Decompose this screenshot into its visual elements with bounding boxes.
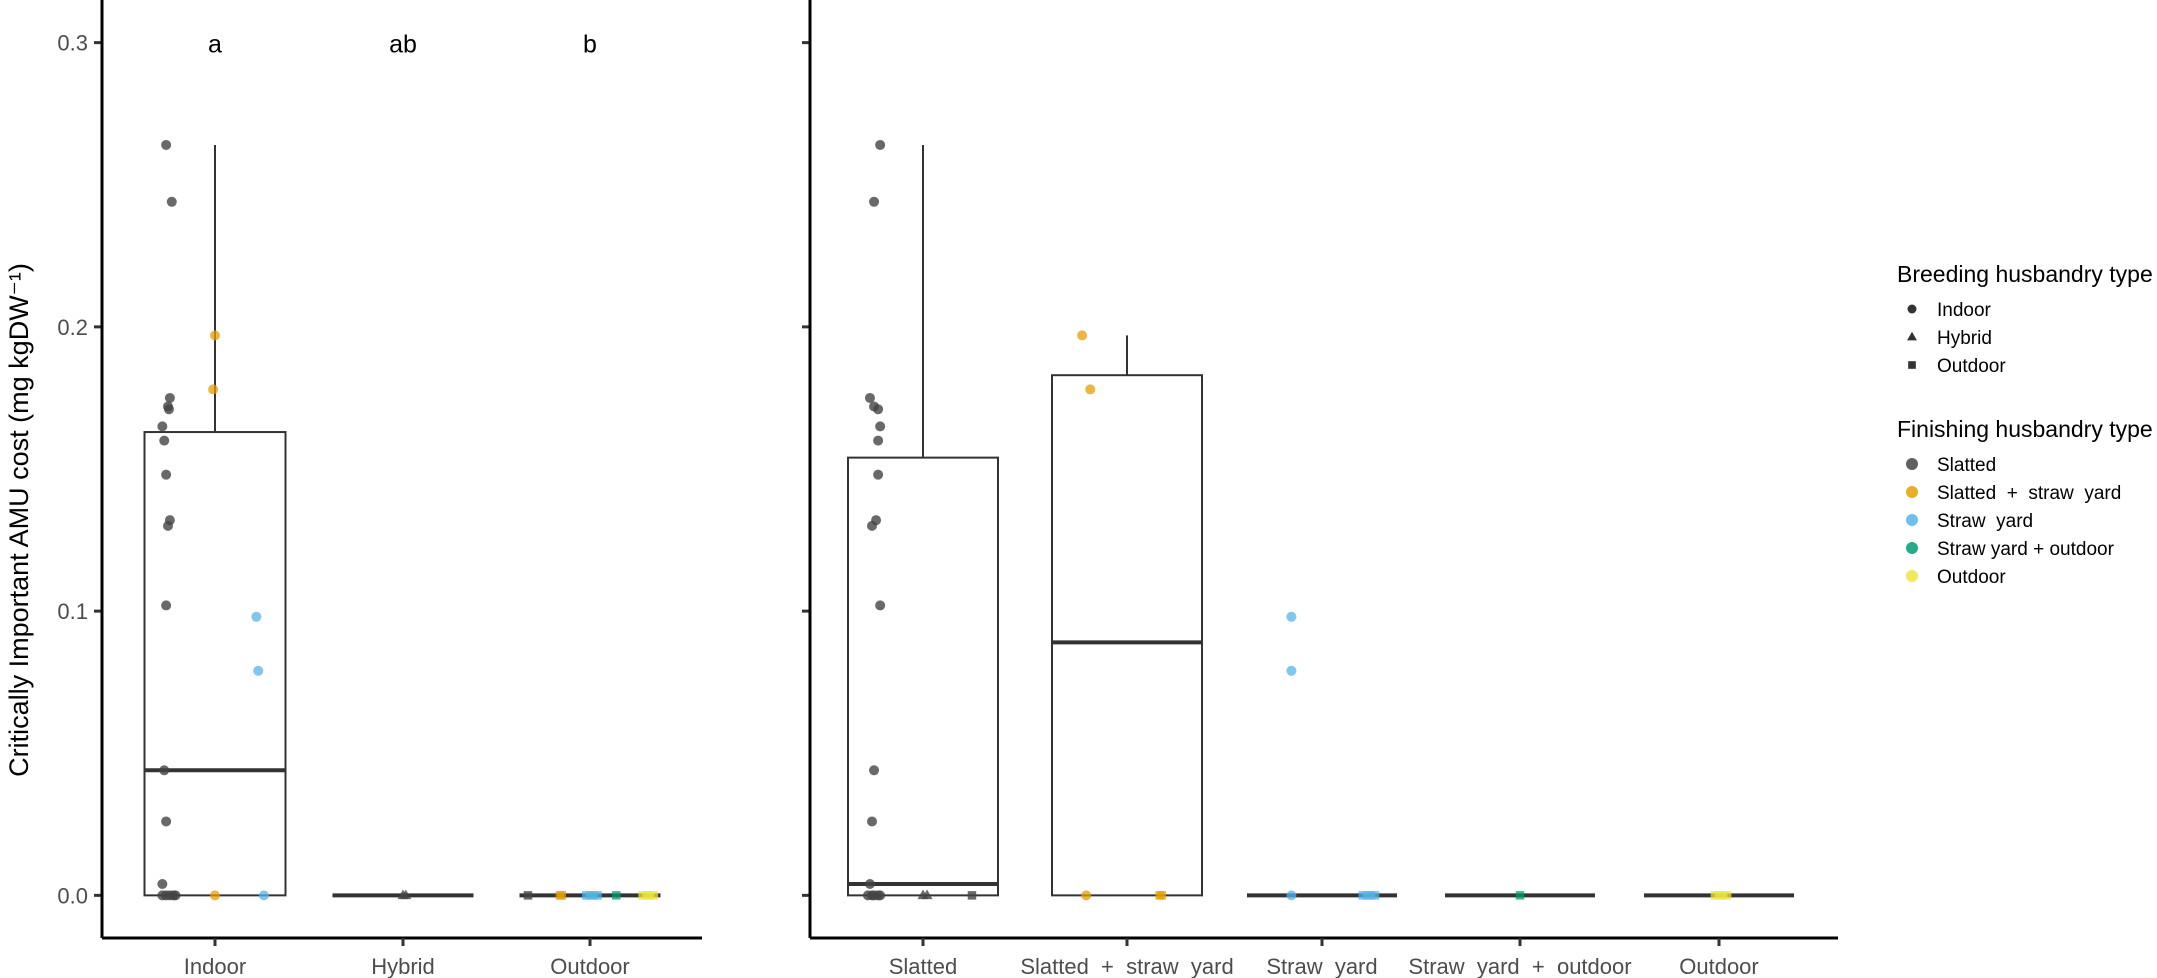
data-point [1081, 890, 1092, 901]
data-point [1722, 891, 1732, 900]
data-point [1085, 384, 1096, 395]
legend-key-color [1906, 514, 1918, 526]
legend-title-finishing: Finishing husbandry type [1897, 416, 2153, 442]
significance-label: a [208, 31, 222, 59]
data-point [864, 392, 875, 403]
data-point [873, 469, 884, 480]
data-point [159, 435, 170, 446]
data-point [161, 139, 172, 150]
data-point [161, 469, 172, 480]
data-point [251, 611, 262, 622]
legend-label: Indoor [1937, 300, 1992, 321]
data-point [557, 891, 567, 900]
data-point [163, 520, 173, 531]
x-tick-label: Slatted [889, 954, 958, 978]
data-point [1077, 330, 1088, 341]
data-point [159, 765, 170, 776]
data-point [170, 890, 181, 901]
data-point [164, 392, 175, 403]
legend-key-circle [1907, 304, 1917, 314]
data-point [875, 139, 886, 150]
data-point [157, 421, 168, 432]
legend-key-color [1906, 570, 1918, 582]
data-point [649, 891, 659, 900]
data-point [873, 404, 884, 415]
box [1051, 374, 1203, 897]
data-point [258, 890, 269, 901]
legend-label: Slatted [1937, 455, 1996, 476]
data-point [867, 520, 877, 531]
legend-key-color [1906, 542, 1918, 554]
x-tick-label: Slatted + straw yard [1020, 954, 1233, 978]
data-point [210, 330, 220, 341]
data-point [157, 878, 168, 889]
data-point [161, 600, 172, 611]
legend-key-square [1908, 361, 1916, 369]
data-point [875, 421, 886, 432]
panel-finishing-type: Slatted Slatted + straw yard Straw yard Str… [802, 0, 1838, 978]
legend: Breeding husbandry type Indoor Hybrid Outdo… [1897, 261, 2153, 588]
legend-label: Outdoor [1937, 356, 2006, 377]
x-tick-label: Indoor [184, 954, 246, 978]
data-point [593, 891, 602, 900]
legend-label: Straw yard + outdoor [1937, 539, 2115, 560]
x-tick-label: Straw yard [1266, 954, 1377, 978]
legend-title-breeding: Breeding husbandry type [1897, 261, 2153, 287]
data-point [210, 890, 220, 901]
data-point [1515, 891, 1525, 900]
data-point [253, 665, 264, 676]
x-tick-label: Outdoor [550, 954, 630, 978]
data-point [875, 600, 886, 611]
data-point [869, 196, 880, 207]
data-point [166, 196, 177, 207]
data-point [864, 878, 875, 889]
legend-label: Outdoor [1937, 567, 2006, 588]
data-point [163, 404, 174, 415]
data-point [1370, 891, 1380, 900]
data-point [161, 816, 172, 827]
legend-key-color [1906, 486, 1918, 498]
data-point [875, 890, 886, 901]
legend-key-triangle [1907, 331, 1917, 341]
data-point [867, 816, 877, 827]
significance-label: ab [389, 31, 417, 59]
data-point [1286, 890, 1297, 901]
data-point [1286, 611, 1297, 622]
data-point [1286, 665, 1297, 676]
significance-label: b [583, 31, 597, 59]
x-tick-label: Outdoor [1679, 954, 1759, 978]
data-point [523, 891, 533, 900]
data-point [1157, 891, 1166, 900]
legend-key-color [1906, 458, 1918, 470]
x-tick-label: Hybrid [371, 954, 435, 978]
panel-breeding-type: 0.0 0.1 0.2 0.3 a ab b Indoor Hybrid Outdoor [57, 0, 702, 978]
data-point [921, 889, 933, 900]
legend-label: Hybrid [1937, 328, 1992, 349]
y-tick-label: 0.3 [57, 31, 88, 56]
legend-label: Straw yard [1937, 511, 2033, 532]
y-tick-label: 0.1 [57, 599, 88, 624]
data-point [967, 891, 977, 900]
x-tick-label: Straw yard + outdoor [1408, 954, 1631, 978]
legend-label: Slatted + straw yard [1937, 483, 2121, 504]
data-point [208, 384, 219, 395]
data-point [612, 891, 621, 900]
data-point [873, 435, 884, 446]
y-axis-title: Critically Important AMU cost (mg kgDW⁻¹… [4, 263, 34, 777]
y-tick-label: 0.0 [57, 883, 88, 908]
data-point [400, 889, 412, 900]
y-tick-label: 0.2 [57, 315, 88, 340]
data-point [869, 765, 880, 776]
